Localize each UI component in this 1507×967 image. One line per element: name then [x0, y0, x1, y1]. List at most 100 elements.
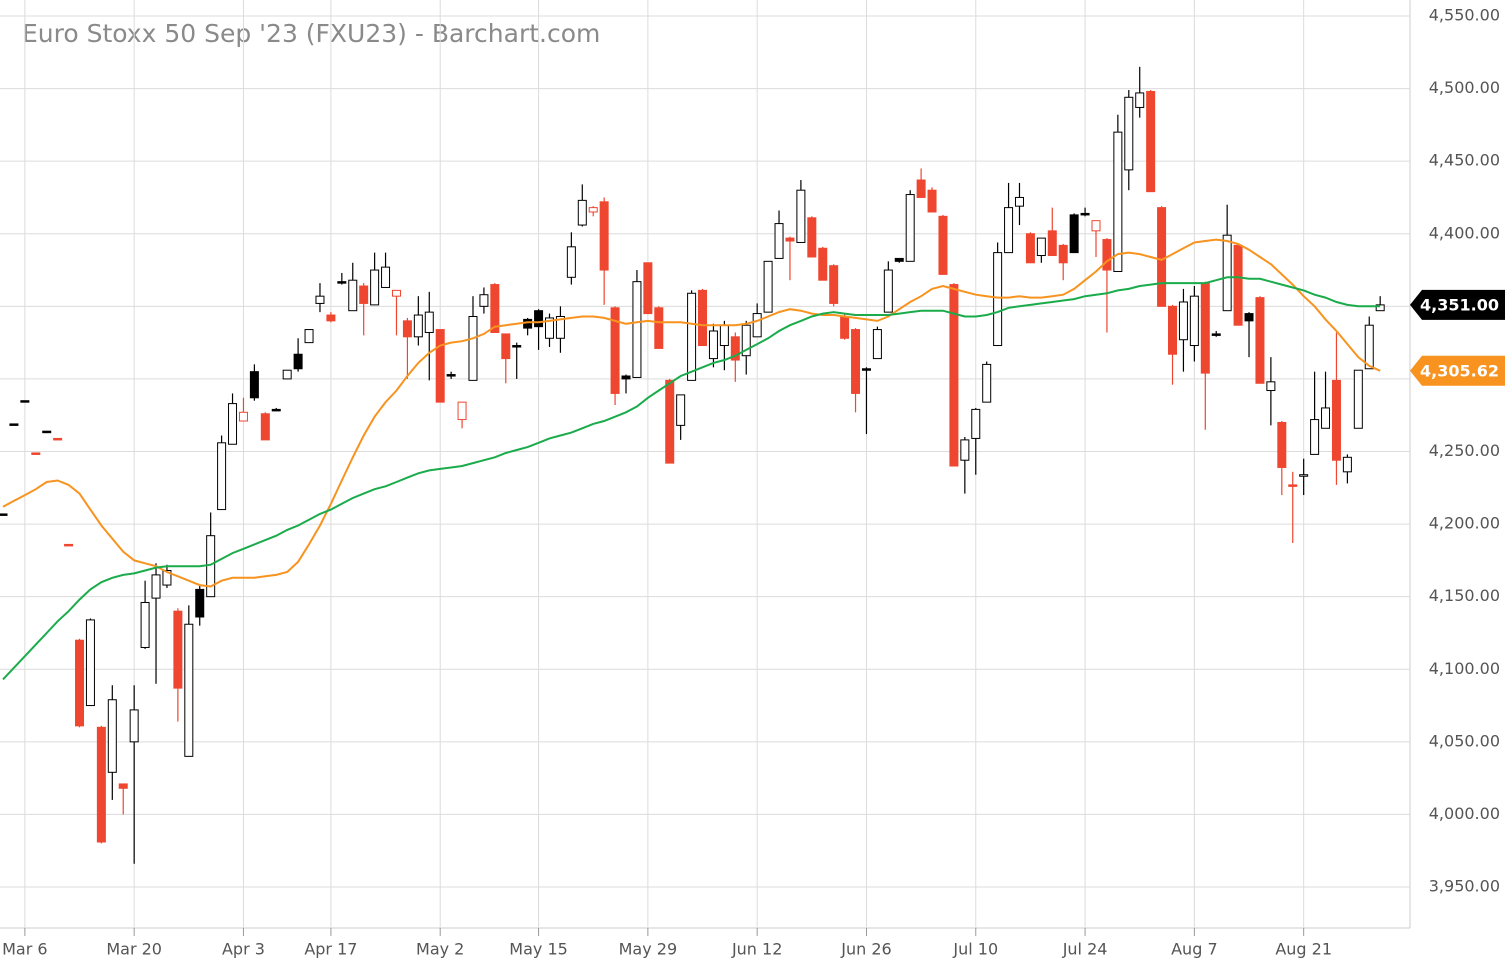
candle-body — [370, 269, 380, 306]
candle-body — [643, 262, 653, 315]
candle-body — [861, 368, 871, 371]
candle-body — [53, 437, 63, 441]
candle-body — [501, 333, 511, 360]
candle-body — [315, 295, 325, 304]
y-tick-label: 4,200.00 — [1429, 514, 1500, 533]
candle-body — [676, 394, 686, 426]
candle-body — [381, 266, 391, 288]
candle-body — [960, 439, 970, 461]
candle-body — [982, 363, 992, 403]
candle-body — [938, 215, 948, 275]
candle-body — [763, 260, 773, 313]
candle-body — [31, 452, 41, 455]
x-tick-label: May 15 — [509, 940, 568, 959]
candle-body — [1255, 297, 1265, 384]
x-tick-label: Apr 3 — [222, 940, 265, 959]
x-tick-label: Aug 21 — [1275, 940, 1332, 959]
candle-body — [840, 315, 850, 339]
candle-body — [271, 408, 281, 412]
candle-body — [894, 257, 904, 262]
candle-body — [1331, 379, 1341, 461]
candle-body — [905, 194, 915, 262]
candle-body — [1135, 92, 1145, 108]
candle-body — [1168, 305, 1178, 355]
candle-body — [1375, 304, 1385, 312]
candle-body — [173, 610, 183, 689]
candle-body — [391, 289, 401, 297]
candle-body — [872, 329, 882, 360]
candle-body — [1310, 419, 1320, 455]
candle-body — [1222, 234, 1232, 312]
candle-body — [588, 207, 598, 213]
candle-body — [348, 279, 358, 312]
x-tick-label: Jul 10 — [952, 940, 998, 959]
candle-body — [1244, 313, 1254, 322]
candle-body — [1091, 220, 1101, 232]
chart-title: Euro Stoxx 50 Sep '23 (FXU23) - Barchart… — [22, 19, 600, 48]
x-tick-label: Apr 17 — [304, 940, 357, 959]
candle-body — [545, 317, 554, 339]
candle-body — [107, 699, 117, 773]
candle-body — [9, 423, 19, 426]
x-tick-label: May 29 — [619, 940, 678, 959]
candle-body — [1058, 244, 1068, 264]
candle-body — [20, 400, 30, 403]
candle-body — [927, 189, 937, 213]
candle-body — [0, 513, 8, 516]
candle-body — [64, 543, 74, 547]
candle-body — [512, 345, 522, 348]
candle-body — [818, 247, 828, 281]
candle-body — [1277, 421, 1287, 468]
candle-body — [632, 281, 642, 378]
candle-body — [566, 246, 576, 278]
candle-body — [1364, 324, 1374, 370]
candle-body — [796, 189, 806, 243]
candle-body — [1036, 237, 1046, 257]
candle-body — [534, 310, 544, 328]
x-tick-label: Jul 24 — [1062, 940, 1108, 959]
candle-body — [446, 374, 456, 377]
candle-body — [687, 292, 697, 381]
candle-body — [1321, 407, 1331, 429]
candle-body — [304, 329, 314, 344]
candle-body — [468, 315, 478, 381]
candle-body — [249, 371, 259, 399]
price-tag — [1410, 355, 1505, 386]
y-tick-label: 4,250.00 — [1429, 441, 1500, 460]
candle-body — [665, 379, 675, 464]
candle-body — [1025, 233, 1035, 264]
candle-body — [293, 353, 303, 370]
price-tag — [1410, 289, 1505, 320]
candle-body — [1113, 131, 1123, 272]
candle-body — [1189, 295, 1199, 347]
candle-body — [217, 442, 227, 511]
candle-body — [195, 588, 205, 618]
y-tick-label: 4,100.00 — [1429, 659, 1500, 678]
candle-body — [730, 336, 740, 361]
candle-body — [75, 639, 85, 727]
candle-body — [577, 199, 587, 226]
candle-body — [1069, 214, 1079, 254]
candle-body — [228, 403, 238, 445]
candle-body — [1124, 96, 1134, 171]
candle-body — [1080, 212, 1090, 216]
y-tick-label: 3,950.00 — [1429, 877, 1500, 896]
y-tick-label: 4,150.00 — [1429, 586, 1500, 605]
candle-body — [140, 601, 150, 648]
price-tag-label: 4,305.62 — [1420, 361, 1499, 380]
candle-body — [96, 726, 106, 843]
candle-body — [479, 294, 489, 307]
candle-body — [916, 179, 926, 198]
candle-body — [621, 375, 631, 380]
candle-body — [599, 201, 609, 271]
x-tick-label: Mar 6 — [2, 940, 47, 959]
candle-body — [807, 217, 817, 258]
x-tick-label: Aug 7 — [1171, 940, 1218, 959]
y-tick-label: 4,500.00 — [1429, 78, 1500, 97]
y-tick-label: 4,400.00 — [1429, 223, 1500, 242]
candle-body — [654, 307, 664, 349]
x-tick-label: Jun 12 — [731, 940, 782, 959]
candle-body — [337, 281, 347, 284]
candle-body — [359, 285, 369, 304]
candle-body — [424, 311, 434, 333]
